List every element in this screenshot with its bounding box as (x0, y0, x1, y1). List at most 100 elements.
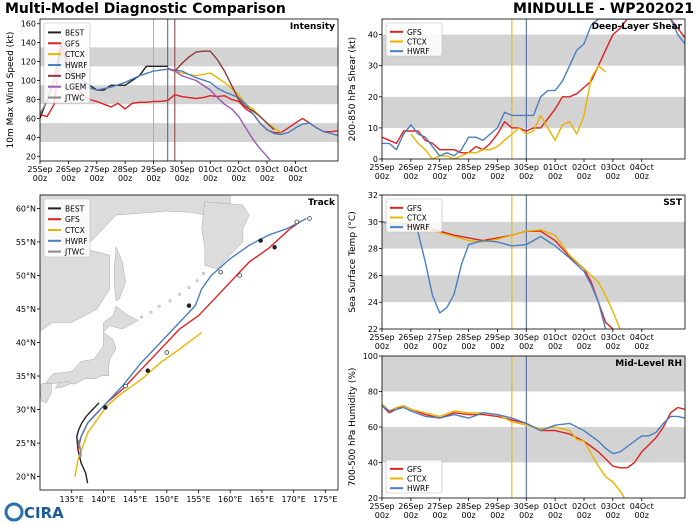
intensity-xtick-label-hour: 00z (146, 174, 160, 183)
track-title: Track (308, 198, 336, 208)
shear-series-ctcx (410, 64, 607, 159)
sst-title: SST (663, 198, 683, 208)
shear-ytick-label: 20 (368, 93, 378, 102)
intensity-legend-label: HWRF (65, 61, 88, 70)
track-position-marker (294, 219, 300, 225)
rh-ytick-label: 20 (368, 494, 378, 503)
intensity-legend-label: LGEM (65, 83, 86, 92)
shear-legend-label: GFS (407, 28, 422, 37)
shear-xtick-label-day: 25Sep (369, 163, 394, 172)
sst-band (382, 275, 685, 303)
rh-xtick-label-day: 25Sep (369, 502, 394, 511)
track-xtick-label: 170°E (281, 495, 305, 504)
sst-xtick-label-day: 03Oct (601, 333, 625, 342)
kuril-island (177, 292, 182, 296)
sst-ytick-label: 32 (368, 191, 378, 200)
rh-xtick-label-day: 28Sep (456, 502, 481, 511)
intensity-xtick-label-day: 25Sep (27, 165, 52, 174)
shear-series-hwrf (382, 19, 685, 157)
shear-xtick-label-day: 27Sep (427, 163, 452, 172)
sst-ytick-label: 22 (368, 325, 378, 334)
intensity-xtick-label-day: 27Sep (84, 165, 109, 174)
rh-ytick-label: 40 (368, 459, 378, 468)
shear-ytick-label: 40 (368, 31, 378, 40)
track-position-marker (164, 350, 170, 355)
rh-series-hwrf (382, 405, 685, 455)
honshu-landmass (45, 331, 117, 385)
track-series-jtwc (77, 439, 82, 457)
rh-xtick-label-day: 02Oct (572, 502, 596, 511)
shear-xtick-label-hour: 00z (490, 172, 504, 181)
intensity-xtick-label-hour: 00z (231, 174, 245, 183)
intensity-ytick-label: 160 (21, 20, 36, 29)
intensity-legend-label: DSHP (65, 72, 86, 81)
intensity-xtick-label-hour: 00z (175, 174, 189, 183)
rh-series-group (382, 403, 685, 498)
intensity-xtick-label-hour: 00z (288, 174, 302, 183)
shear-xtick-label-day: 04Oct (630, 163, 654, 172)
rh-xtick-label-hour: 00z (375, 511, 389, 520)
intensity-title: Intensity (290, 22, 335, 32)
sst-xtick-label-hour: 00z (490, 342, 504, 351)
track-ytick-label: 25°N (16, 439, 36, 448)
kamchatka-landmass (201, 201, 250, 270)
sst-xtick-label-day: 02Oct (572, 333, 596, 342)
sst-frame (381, 194, 686, 330)
intensity-ytick-label: 60 (26, 114, 36, 123)
sst-xtick-label-hour: 00z (461, 342, 475, 351)
intensity-ytick-label: 40 (26, 133, 36, 142)
rh-xtick-label-hour: 00z (519, 511, 533, 520)
panel-rh: 2040608010025Sep00z26Sep00z27Sep00z28Sep… (348, 352, 686, 520)
sst-ylabel: Sea Surface Temp (°C) (348, 211, 358, 312)
sst-xtick-label-day: 01Oct (543, 333, 567, 342)
rh-xtick-label-day: 30Sep (514, 502, 539, 511)
intensity-xtick-label-day: 29Sep (141, 165, 166, 174)
shear-xtick-label-day: 03Oct (601, 163, 625, 172)
rh-ylabel: 700-500 hPa Humidity (%) (348, 368, 358, 487)
rh-xtick-label-hour: 00z (461, 511, 475, 520)
shear-ytick-label: 10 (368, 124, 378, 133)
kuril-island (168, 299, 172, 303)
track-series-group (74, 216, 312, 484)
shear-xtick-label-hour: 00z (461, 172, 475, 181)
rh-xtick-label-hour: 00z (433, 511, 447, 520)
shear-xtick-label-hour: 00z (375, 172, 389, 181)
track-series-best (76, 402, 100, 484)
intensity-xtick-label-day: 02Oct (227, 165, 251, 174)
rh-legend-label: GFS (407, 465, 422, 474)
shear-series-group (382, 19, 685, 159)
intensity-xtick-label-day: 28Sep (113, 165, 138, 174)
track-position-marker (145, 368, 151, 373)
kyushu-landmass (40, 383, 52, 404)
kuril-island (195, 279, 199, 283)
sst-xtick-label-day: 25Sep (369, 333, 394, 342)
intensity-band (40, 123, 338, 143)
intensity-ytick-label: 140 (21, 39, 36, 48)
storm-title: MINDULLE - WP202021 (513, 1, 694, 17)
cira-logo: CIRA (4, 502, 64, 522)
shear-xtick-label-day: 01Oct (543, 163, 567, 172)
intensity-xtick-label-day: 26Sep (56, 165, 81, 174)
intensity-ylabel: 10m Max Wind Speed (kt) (6, 32, 16, 149)
panel-intensity: 2040608010012014016025Sep00z26Sep00z27Se… (6, 18, 339, 183)
intensity-ytick-label: 120 (21, 58, 36, 67)
sst-xtick-label-hour: 00z (433, 342, 447, 351)
track-legend-label: GFS (65, 215, 80, 224)
sst-ytick-label: 28 (368, 245, 378, 254)
track-xtick-label: 140°E (91, 495, 115, 504)
rh-xtick-label-day: 01Oct (543, 502, 567, 511)
shear-xtick-label-day: 30Sep (514, 163, 539, 172)
rh-ytick-label: 80 (368, 388, 378, 397)
track-position-marker (218, 269, 223, 275)
cira-logo-text: CIRA (24, 504, 64, 522)
shear-xtick-label-hour: 00z (577, 172, 591, 181)
track-ytick-label: 60°N (16, 204, 36, 213)
track-ytick-label: 20°N (16, 473, 36, 482)
rh-xtick-label-hour: 00z (404, 511, 418, 520)
panel-track: 20°N 25°N 30°N 35°N 40°N 45°N 50°N 55°N 60°N 135°… (16, 194, 339, 504)
track-xtick-label: 150°E (155, 495, 179, 504)
shear-frame (381, 18, 686, 160)
intensity-xtick-label-hour: 00z (90, 174, 104, 183)
shear-xtick-label-hour: 00z (404, 172, 418, 181)
intensity-series-hwrf (60, 34, 338, 137)
